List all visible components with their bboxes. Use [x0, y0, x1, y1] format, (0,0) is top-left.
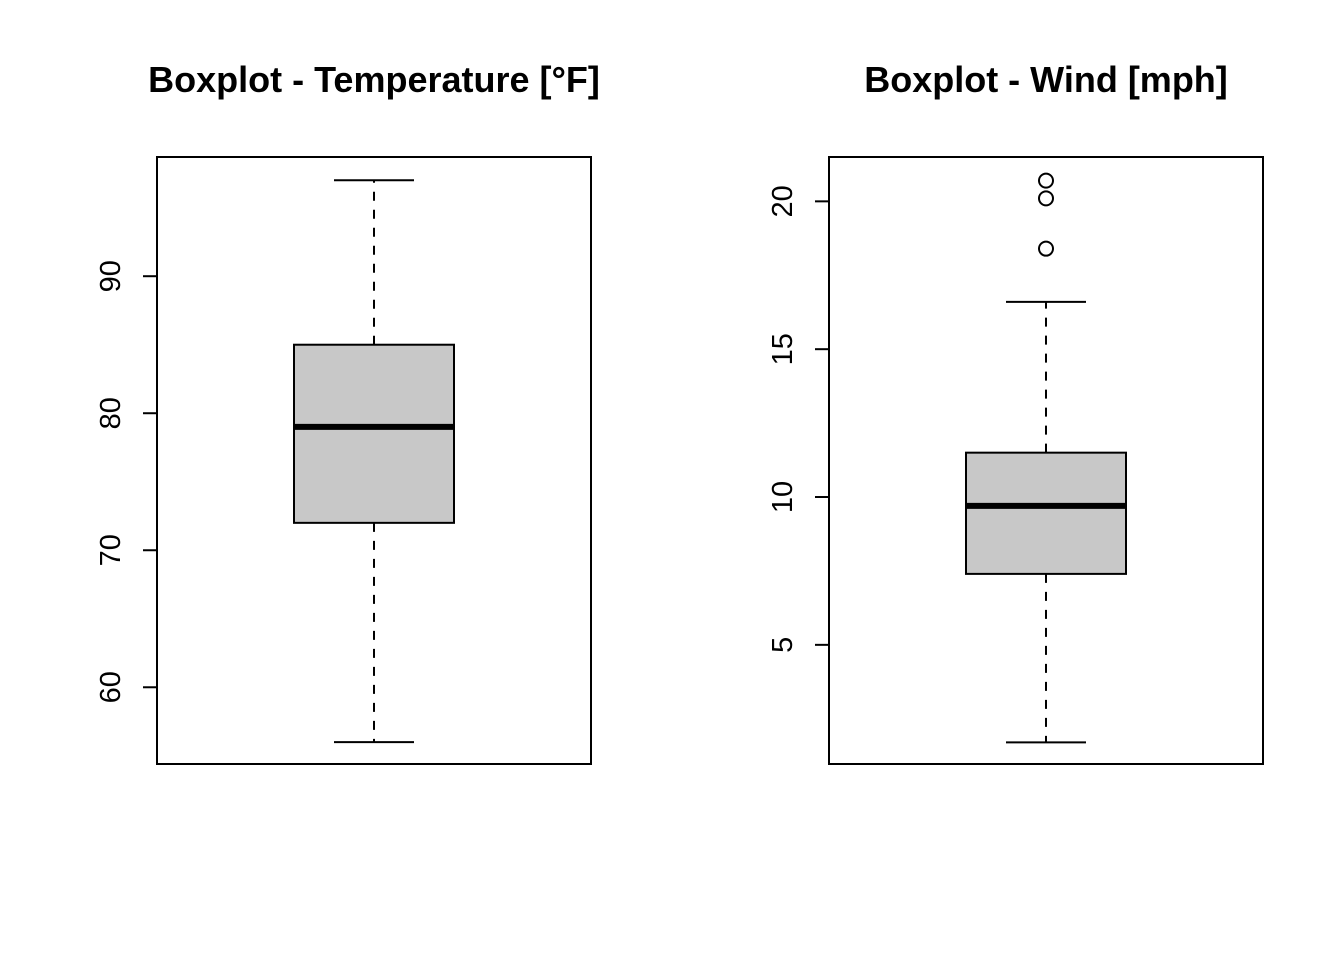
outlier-point	[1038, 240, 1054, 257]
y-tick-label: 80	[95, 397, 127, 429]
outlier-point	[1038, 190, 1054, 207]
chart-title: Boxplot - Wind [mph]	[864, 59, 1228, 100]
iqr-box	[293, 343, 455, 524]
plot-frame	[156, 156, 592, 765]
y-tick-label: 20	[767, 185, 799, 217]
y-tick-label: 60	[95, 671, 127, 703]
boxplot-panel-1: Boxplot - Temperature [°F] 60 70 80 90	[95, 59, 600, 765]
iqr-box	[965, 451, 1127, 575]
y-tick-label: 90	[95, 260, 127, 292]
plot-frame	[828, 156, 1264, 765]
chart-title: Boxplot - Temperature [°F]	[148, 59, 600, 100]
y-tick-label: 10	[767, 481, 799, 513]
y-tick-label: 70	[95, 534, 127, 566]
y-tick-label: 15	[767, 333, 799, 365]
boxplot-panel-2: Boxplot - Wind [mph] 5 10 15 20	[767, 59, 1264, 765]
y-tick-label: 5	[767, 637, 799, 653]
outlier-point	[1038, 172, 1054, 189]
